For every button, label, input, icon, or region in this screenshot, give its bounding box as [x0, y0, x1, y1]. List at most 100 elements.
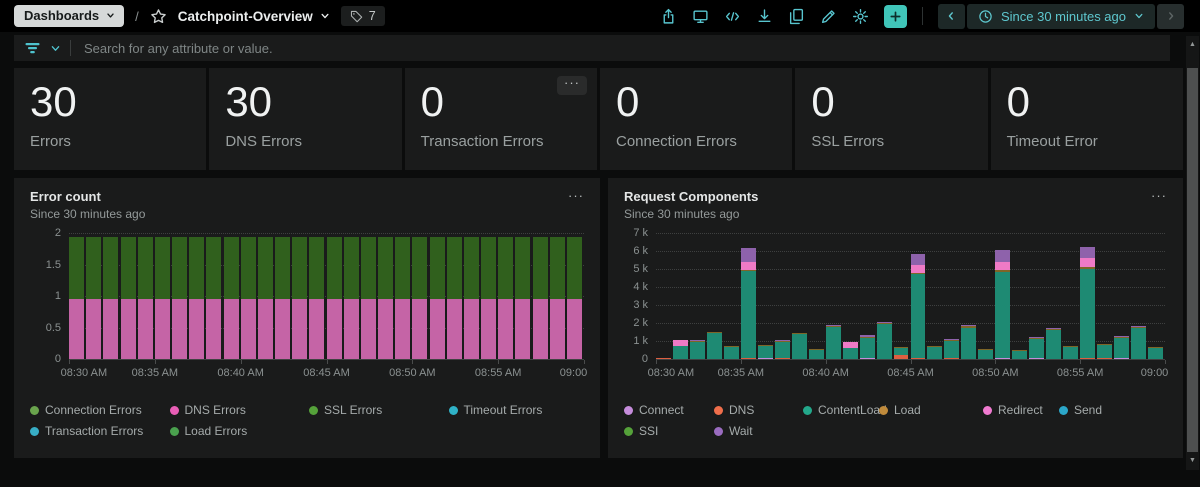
bar-08:43[interactable]	[292, 233, 308, 359]
legend-item[interactable]: Connect	[624, 403, 714, 417]
bar-08:57[interactable]	[1114, 233, 1130, 359]
legend-item[interactable]: Wait	[714, 424, 803, 438]
edit-pencil-icon[interactable]	[820, 8, 837, 25]
x-axis-label: 08:45 AM	[887, 367, 934, 379]
bar-08:50[interactable]	[995, 233, 1011, 359]
bar-08:56[interactable]	[515, 233, 531, 359]
bar-08:52[interactable]	[446, 233, 462, 359]
legend-item[interactable]: Timeout Errors	[448, 403, 589, 417]
bar-08:45[interactable]	[326, 233, 342, 359]
gear-icon[interactable]	[852, 8, 869, 25]
legend-item[interactable]: DNS Errors	[169, 403, 310, 417]
bar-08:48[interactable]	[961, 233, 977, 359]
bar-08:55[interactable]	[1080, 233, 1096, 359]
tags-badge[interactable]: 7	[340, 6, 385, 26]
legend-item[interactable]: SSL Errors	[309, 403, 449, 417]
bar-08:59[interactable]	[1148, 233, 1163, 359]
bar-08:39[interactable]	[223, 233, 239, 359]
bar-08:37[interactable]	[189, 233, 205, 359]
bar-08:52[interactable]	[1029, 233, 1045, 359]
bar-08:54[interactable]	[481, 233, 497, 359]
bar-08:44[interactable]	[309, 233, 325, 359]
bar-08:55[interactable]	[498, 233, 514, 359]
bar-08:41[interactable]	[842, 233, 858, 359]
gridline	[656, 251, 1165, 252]
legend-item[interactable]: Load	[879, 403, 983, 417]
download-icon[interactable]	[756, 8, 773, 25]
bar-08:53[interactable]	[463, 233, 479, 359]
bar-08:38[interactable]	[791, 233, 807, 359]
bar-08:31[interactable]	[86, 233, 102, 359]
bar-08:46[interactable]	[343, 233, 359, 359]
bar-08:47[interactable]	[360, 233, 376, 359]
bar-08:36[interactable]	[757, 233, 773, 359]
legend-item[interactable]: ContentLoad	[803, 403, 887, 417]
card-menu-button[interactable]: ···	[556, 76, 587, 95]
bar-08:40[interactable]	[240, 233, 256, 359]
bar-08:33[interactable]	[706, 233, 722, 359]
bar-08:47[interactable]	[944, 233, 960, 359]
bar-08:38[interactable]	[206, 233, 222, 359]
bar-08:53[interactable]	[1046, 233, 1062, 359]
bar-08:35[interactable]	[154, 233, 170, 359]
dashboard-title[interactable]: Catchpoint-Overview	[178, 9, 330, 24]
bar-08:34[interactable]	[137, 233, 153, 359]
bar-08:48[interactable]	[378, 233, 394, 359]
legend-item[interactable]: SSI	[624, 424, 714, 438]
bar-08:51[interactable]	[429, 233, 445, 359]
bar-08:34[interactable]	[723, 233, 739, 359]
chevron-down-icon[interactable]	[50, 43, 61, 54]
bar-08:44[interactable]	[893, 233, 909, 359]
bar-08:39[interactable]	[808, 233, 824, 359]
scroll-up-icon[interactable]: ▲	[1189, 41, 1196, 48]
scroll-down-icon[interactable]: ▼	[1189, 457, 1196, 464]
bar-08:43[interactable]	[876, 233, 892, 359]
search-input[interactable]	[82, 39, 1160, 57]
scrollbar-thumb[interactable]	[1187, 68, 1198, 452]
legend-item[interactable]: Send	[1059, 403, 1171, 417]
bar-08:50[interactable]	[412, 233, 428, 359]
bar-08:37[interactable]	[774, 233, 790, 359]
bar-08:32[interactable]	[689, 233, 705, 359]
bar-08:31[interactable]	[672, 233, 688, 359]
add-widget-button[interactable]	[883, 4, 907, 28]
bar-08:58[interactable]	[549, 233, 565, 359]
time-next-button[interactable]	[1157, 3, 1184, 29]
bar-08:42[interactable]	[275, 233, 291, 359]
bar-08:59[interactable]	[566, 233, 582, 359]
legend-item[interactable]: DNS	[714, 403, 803, 417]
legend-item[interactable]: Connection Errors	[30, 403, 170, 417]
bar-08:36[interactable]	[172, 233, 188, 359]
bar-08:49[interactable]	[978, 233, 994, 359]
dashboards-button[interactable]: Dashboards	[14, 5, 125, 27]
star-icon[interactable]	[150, 8, 167, 25]
share-icon[interactable]	[660, 8, 677, 25]
bar-08:45[interactable]	[910, 233, 926, 359]
time-range-button[interactable]: Since 30 minutes ago	[966, 3, 1155, 29]
card-menu-button[interactable]: ···	[1147, 186, 1171, 205]
legend-item[interactable]: Transaction Errors	[30, 424, 170, 438]
bar-08:57[interactable]	[532, 233, 548, 359]
bar-08:56[interactable]	[1097, 233, 1113, 359]
card-menu-button[interactable]: ···	[564, 186, 588, 205]
bar-08:30[interactable]	[656, 233, 671, 359]
bar-08:32[interactable]	[103, 233, 119, 359]
bar-08:40[interactable]	[825, 233, 841, 359]
bar-08:35[interactable]	[740, 233, 756, 359]
code-icon[interactable]	[724, 8, 741, 25]
bar-08:49[interactable]	[395, 233, 411, 359]
legend-item[interactable]: Load Errors	[169, 424, 310, 438]
bar-08:30[interactable]	[69, 233, 85, 359]
copy-icon[interactable]	[788, 8, 805, 25]
bar-08:41[interactable]	[257, 233, 273, 359]
bar-08:54[interactable]	[1063, 233, 1079, 359]
bar-08:46[interactable]	[927, 233, 943, 359]
filter-icon[interactable]	[24, 41, 41, 55]
tv-icon[interactable]	[692, 8, 709, 25]
bar-08:33[interactable]	[120, 233, 136, 359]
bar-08:58[interactable]	[1131, 233, 1147, 359]
bar-08:42[interactable]	[859, 233, 875, 359]
time-previous-button[interactable]	[937, 3, 965, 29]
legend-item[interactable]: Redirect	[983, 403, 1059, 417]
bar-08:51[interactable]	[1012, 233, 1028, 359]
